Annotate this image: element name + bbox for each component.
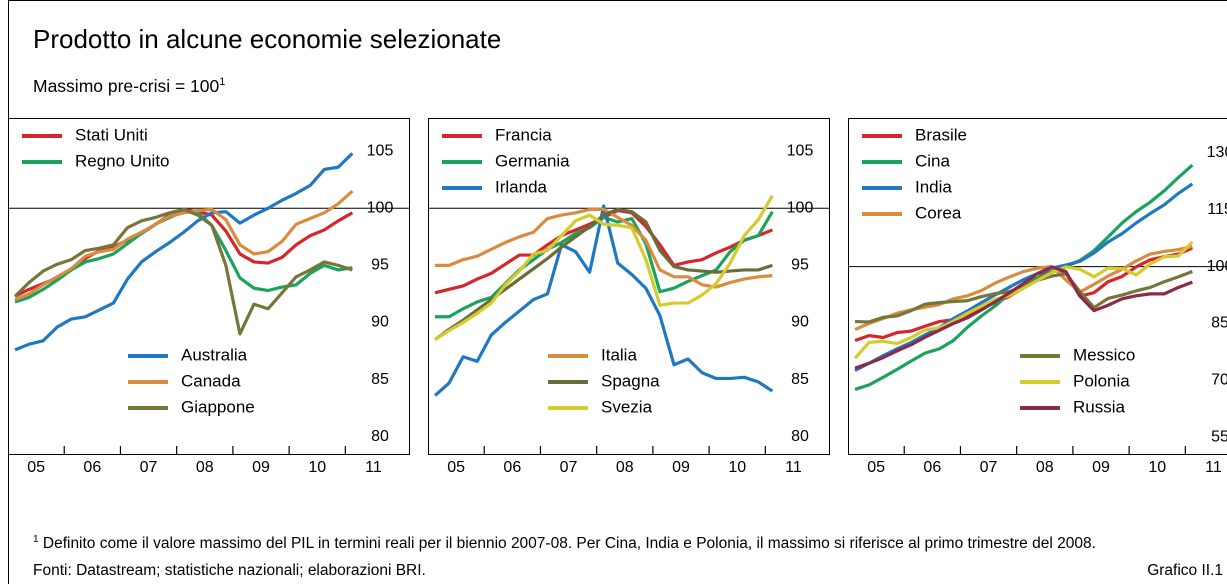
x-tick-label: 09 (672, 459, 690, 476)
legend-label: Italia (601, 345, 637, 364)
subtitle-text: Massimo pre-crisi = 100 (33, 76, 220, 96)
x-tick-label: 06 (83, 459, 101, 476)
y-tick-label: 115 (1207, 201, 1227, 218)
legend-label: Spagna (601, 371, 660, 390)
series-line (434, 207, 773, 341)
x-tick-label: 11 (785, 459, 802, 476)
x-tick-label: 05 (27, 459, 45, 476)
y-tick-label: 105 (367, 142, 394, 159)
y-tick-label: 90 (371, 314, 389, 331)
legend-label: Regno Unito (75, 151, 170, 170)
x-tick-label: 06 (923, 459, 941, 476)
series-line (434, 194, 774, 341)
x-tick-label: 09 (252, 459, 270, 476)
y-tick-label: 70 (1211, 372, 1227, 389)
legend-label: Giappone (181, 397, 255, 416)
panel: 80 85 90 95 100 105 05 06 07 08 09 10 11 Francia Germa… (428, 118, 830, 476)
legend-label: Francia (495, 125, 552, 144)
legend-label: India (915, 177, 952, 196)
x-tick-label: 05 (447, 459, 465, 476)
y-tick-label: 55 (1211, 428, 1227, 445)
plot-frame (848, 118, 1227, 455)
series-line (433, 204, 774, 397)
y-tick-label: 95 (791, 257, 809, 274)
panel: 80 85 90 95 100 105 05 06 07 08 09 10 11 Stati Uniti R… (8, 118, 410, 476)
legend-label: Irlanda (495, 177, 548, 196)
x-tick-label: 11 (1205, 459, 1222, 476)
y-tick-label: 100 (367, 199, 394, 216)
x-tick-label: 07 (980, 459, 998, 476)
series-line (853, 240, 1194, 360)
footnote-text: Definito come il valore massimo del PIL … (42, 535, 1096, 553)
x-tick-label: 11 (365, 459, 382, 476)
x-tick-label: 07 (140, 459, 158, 476)
x-tick-label: 10 (1148, 459, 1166, 476)
series-line (14, 210, 353, 304)
series-line (13, 207, 353, 336)
legend-label: Svezia (601, 397, 653, 416)
y-tick-label: 85 (371, 371, 389, 388)
legend-label: Cina (915, 151, 951, 170)
series-line (435, 210, 774, 319)
subtitle: Massimo pre-crisi = 1001 (33, 76, 225, 97)
y-tick-label: 130 (1207, 144, 1227, 161)
series-line (854, 265, 1193, 370)
x-tick-label: 08 (616, 459, 634, 476)
legend-label: Brasile (915, 125, 967, 144)
chart-number: Grafico II.1 (1147, 562, 1223, 579)
legend-label: Canada (181, 371, 241, 390)
y-tick-label: 85 (791, 371, 809, 388)
x-tick-label: 06 (503, 459, 521, 476)
legend-label: Corea (915, 203, 962, 222)
x-tick-label: 08 (1036, 459, 1054, 476)
legend-label: Polonia (1073, 371, 1130, 390)
y-tick-label: 95 (371, 257, 389, 274)
legend-label: Russia (1073, 397, 1126, 416)
y-tick-label: 100 (1207, 258, 1227, 275)
x-tick-label: 07 (560, 459, 578, 476)
panel: 55 70 85 100 115 130 05 06 07 08 09 10 11 Brasile Cina… (848, 118, 1227, 476)
subtitle-note: 1 (219, 76, 226, 89)
source: Fonti: Datastream; statistiche nazionali… (33, 562, 426, 579)
series-line (14, 189, 354, 302)
footnote: 1 Definito come il valore massimo del PI… (33, 527, 1223, 557)
legend-label: Stati Uniti (75, 125, 148, 144)
legend-label: Australia (181, 345, 248, 364)
title: Prodotto in alcune economie selezionate (33, 24, 502, 54)
legend-label: Messico (1073, 345, 1135, 364)
x-tick-label: 05 (867, 459, 885, 476)
footnote-marker: 1 (33, 534, 39, 545)
y-tick-label: 100 (787, 199, 814, 216)
y-tick-label: 85 (1211, 315, 1227, 332)
series-line (14, 152, 354, 352)
x-tick-label: 08 (196, 459, 214, 476)
legend-label: Germania (495, 151, 570, 170)
y-tick-label: 80 (791, 428, 809, 445)
y-tick-label: 105 (787, 142, 814, 159)
series-line (435, 207, 773, 289)
y-tick-label: 80 (371, 428, 389, 445)
plot-frame (8, 118, 410, 455)
plot-frame (428, 118, 830, 455)
y-tick-label: 90 (791, 314, 809, 331)
x-tick-label: 09 (1092, 459, 1110, 476)
x-tick-label: 10 (728, 459, 746, 476)
series-line (854, 182, 1194, 372)
series-line (854, 270, 1193, 324)
x-tick-label: 10 (308, 459, 326, 476)
